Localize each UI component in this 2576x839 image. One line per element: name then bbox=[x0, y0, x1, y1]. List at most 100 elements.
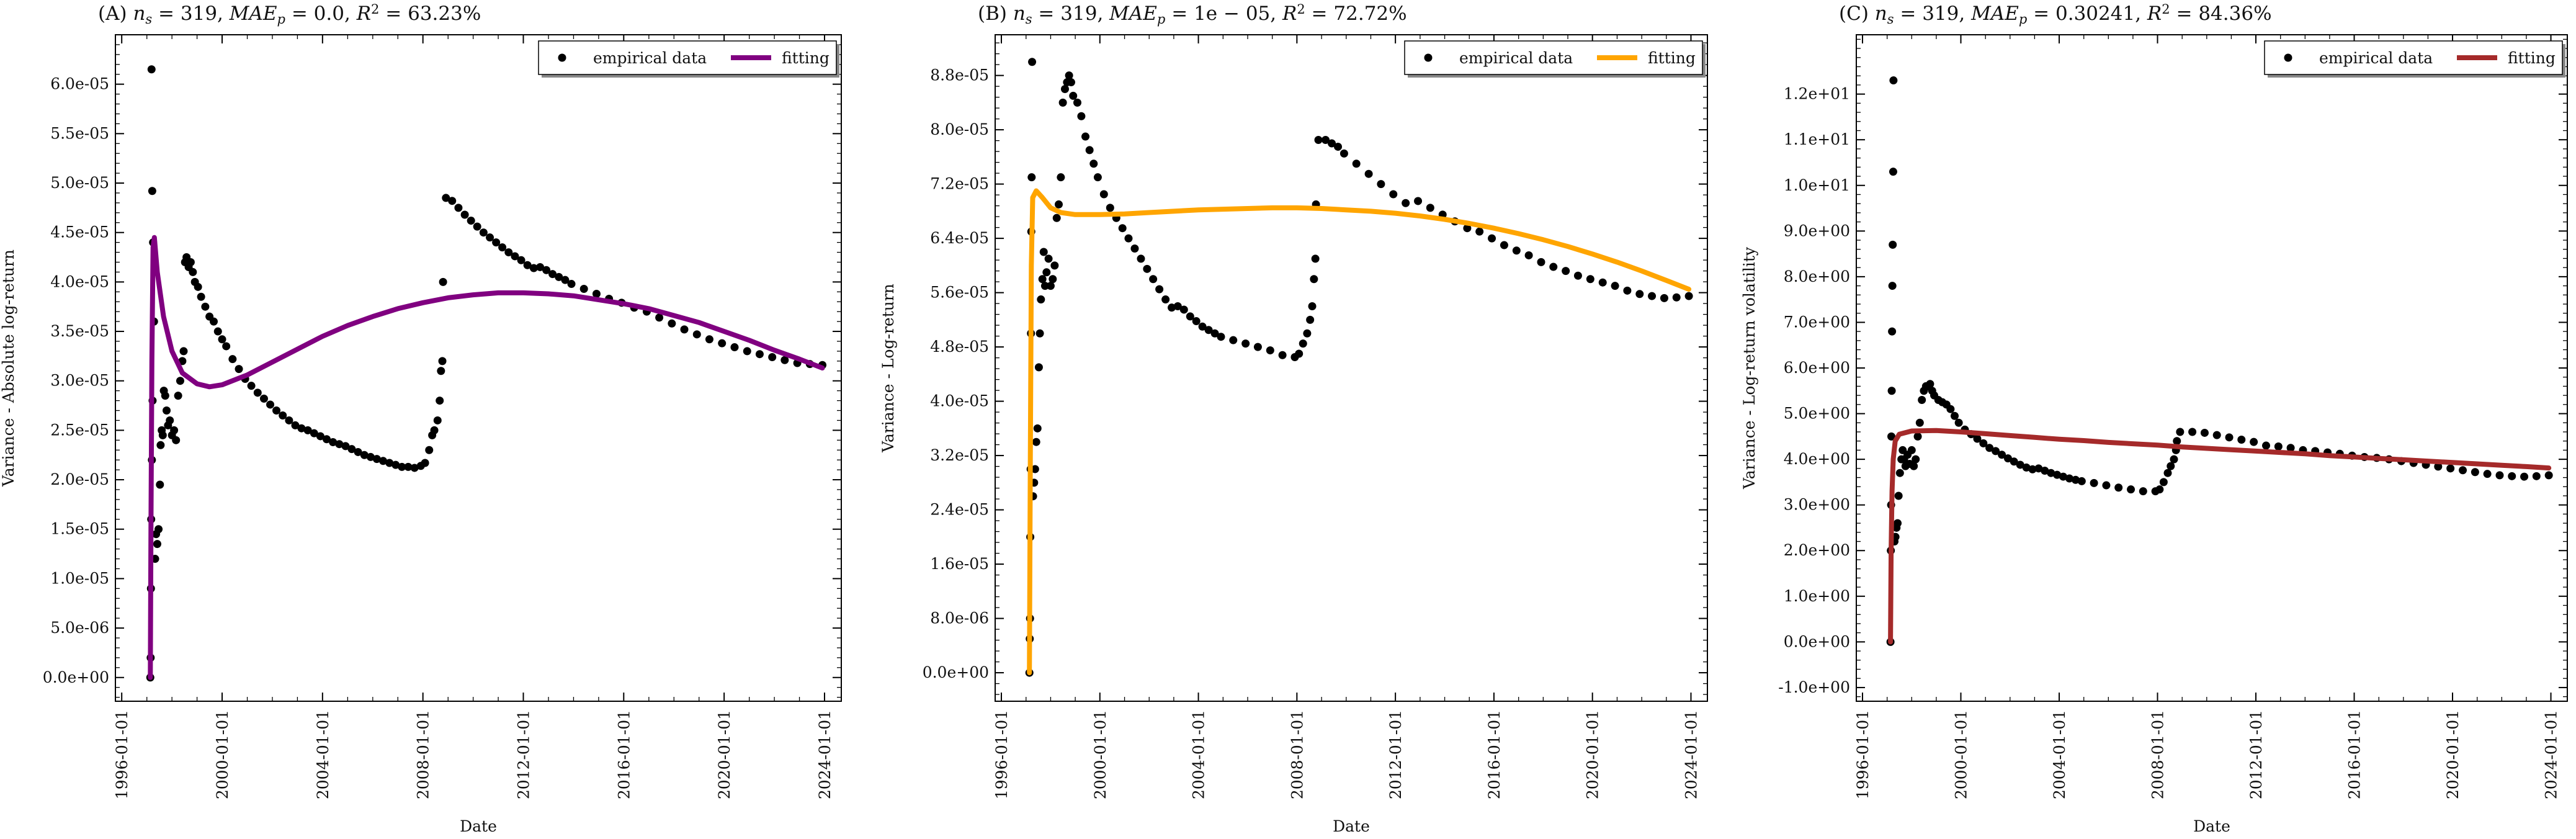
data-point bbox=[1050, 261, 1059, 270]
data-point bbox=[189, 267, 197, 276]
data-point bbox=[1926, 380, 1934, 388]
plot-frame bbox=[115, 34, 842, 702]
data-point bbox=[1463, 224, 1472, 233]
data-point bbox=[517, 256, 525, 264]
data-point bbox=[1894, 491, 1903, 500]
data-point bbox=[780, 356, 789, 364]
data-point bbox=[1912, 455, 1920, 464]
data-point bbox=[504, 248, 513, 257]
data-point bbox=[1099, 190, 1108, 199]
y-tick-label: 5.6e-05 bbox=[930, 284, 989, 302]
data-point bbox=[354, 447, 362, 456]
data-point bbox=[1979, 439, 1988, 447]
data-point bbox=[1124, 234, 1133, 243]
legend-box bbox=[2264, 40, 2563, 75]
y-tick-label: 0.0e+00 bbox=[1784, 632, 1850, 650]
data-point bbox=[179, 347, 188, 356]
data-point bbox=[492, 238, 501, 247]
chart-title: (C) ns = 319, MAEp = 0.30241, R2 = 84.36… bbox=[1839, 2, 2272, 27]
data-point bbox=[421, 459, 429, 467]
data-point bbox=[253, 388, 262, 397]
title-comma2: , bbox=[1270, 2, 1282, 25]
data-point bbox=[1586, 275, 1594, 284]
data-point bbox=[1130, 245, 1139, 253]
data-point bbox=[1198, 322, 1207, 331]
data-point bbox=[433, 416, 442, 424]
data-point bbox=[2471, 468, 2479, 477]
data-point bbox=[186, 258, 195, 266]
data-point bbox=[2176, 428, 2185, 436]
data-point bbox=[1985, 444, 1994, 452]
data-point bbox=[437, 367, 445, 375]
legend: empirical data fitting bbox=[538, 40, 839, 78]
y-tick-label: 1.0e+00 bbox=[1784, 587, 1850, 605]
data-point bbox=[2170, 455, 2178, 464]
data-point bbox=[2022, 463, 2031, 472]
panel-B: (B) ns = 319, MAEp = 1e − 05, R2 = 72.72… bbox=[879, 2, 1708, 835]
y-tick-label: 1.5e-05 bbox=[50, 520, 109, 538]
data-point bbox=[2090, 478, 2098, 487]
data-point bbox=[1037, 295, 1045, 304]
y-tick-label: 2.4e-05 bbox=[930, 501, 989, 519]
data-point bbox=[1081, 132, 1090, 141]
data-point bbox=[2059, 472, 2068, 481]
data-point bbox=[2041, 467, 2049, 475]
data-point bbox=[425, 446, 434, 454]
data-point bbox=[1918, 395, 1926, 404]
title-r-sup: 2 bbox=[2162, 2, 2170, 17]
data-point bbox=[2261, 441, 2270, 450]
data-point bbox=[1035, 329, 1044, 338]
data-point bbox=[467, 217, 475, 225]
data-point bbox=[259, 394, 268, 403]
data-point bbox=[316, 432, 324, 441]
data-point bbox=[430, 426, 439, 434]
data-point bbox=[1077, 112, 1086, 120]
title-r-sup: 2 bbox=[371, 2, 379, 17]
data-point bbox=[2188, 428, 2197, 436]
x-tick-label: 2016-01-01 bbox=[2346, 710, 2364, 799]
title-comma1: , bbox=[1097, 2, 1109, 25]
data-point bbox=[391, 460, 400, 469]
panel-C: (C) ns = 319, MAEp = 0.30241, R2 = 84.36… bbox=[1740, 2, 2568, 835]
title-eq2: = bbox=[285, 2, 314, 25]
data-point bbox=[2167, 462, 2175, 470]
data-point bbox=[529, 264, 538, 272]
data-point bbox=[1895, 469, 1904, 477]
title-prefix: (C) bbox=[1839, 2, 1875, 25]
x-tick-label: 2024-01-01 bbox=[816, 710, 834, 799]
legend-marker-empirical bbox=[2284, 53, 2292, 62]
y-tick-label: 8.8e-05 bbox=[930, 66, 989, 84]
title-comma2: , bbox=[344, 2, 357, 25]
data-point bbox=[310, 429, 318, 437]
data-point bbox=[1253, 343, 1262, 351]
data-point bbox=[1186, 312, 1194, 321]
y-tick-label: 9.0e+00 bbox=[1784, 222, 1850, 240]
data-point bbox=[1161, 295, 1170, 304]
data-point bbox=[335, 440, 344, 449]
data-point bbox=[163, 406, 171, 415]
data-point bbox=[2446, 464, 2455, 473]
data-point bbox=[1306, 315, 1315, 324]
y-tick-label: 1.6e-05 bbox=[930, 555, 989, 573]
data-point bbox=[218, 335, 226, 344]
data-point bbox=[1488, 234, 1496, 243]
data-point bbox=[172, 436, 181, 444]
title-eq2: = bbox=[1165, 2, 1194, 25]
data-point bbox=[730, 343, 739, 352]
y-tick-label: -1.0e+00 bbox=[1778, 678, 1850, 696]
data-point bbox=[479, 228, 488, 237]
data-point bbox=[156, 480, 164, 489]
data-point bbox=[1295, 349, 1304, 358]
data-point bbox=[555, 272, 563, 281]
y-tick-label: 1.0e-05 bbox=[50, 569, 109, 587]
data-point bbox=[153, 540, 161, 549]
data-point bbox=[1915, 418, 1924, 427]
data-point bbox=[1475, 227, 1484, 236]
legend-label-fitting: fitting bbox=[782, 49, 830, 67]
title-eq1: = bbox=[1032, 2, 1061, 25]
data-point bbox=[1322, 136, 1330, 145]
legend-marker-empirical bbox=[1424, 53, 1433, 62]
y-tick-label: 3.2e-05 bbox=[930, 446, 989, 464]
title-mae-symbol: MAE bbox=[229, 2, 277, 25]
data-point bbox=[247, 382, 256, 390]
